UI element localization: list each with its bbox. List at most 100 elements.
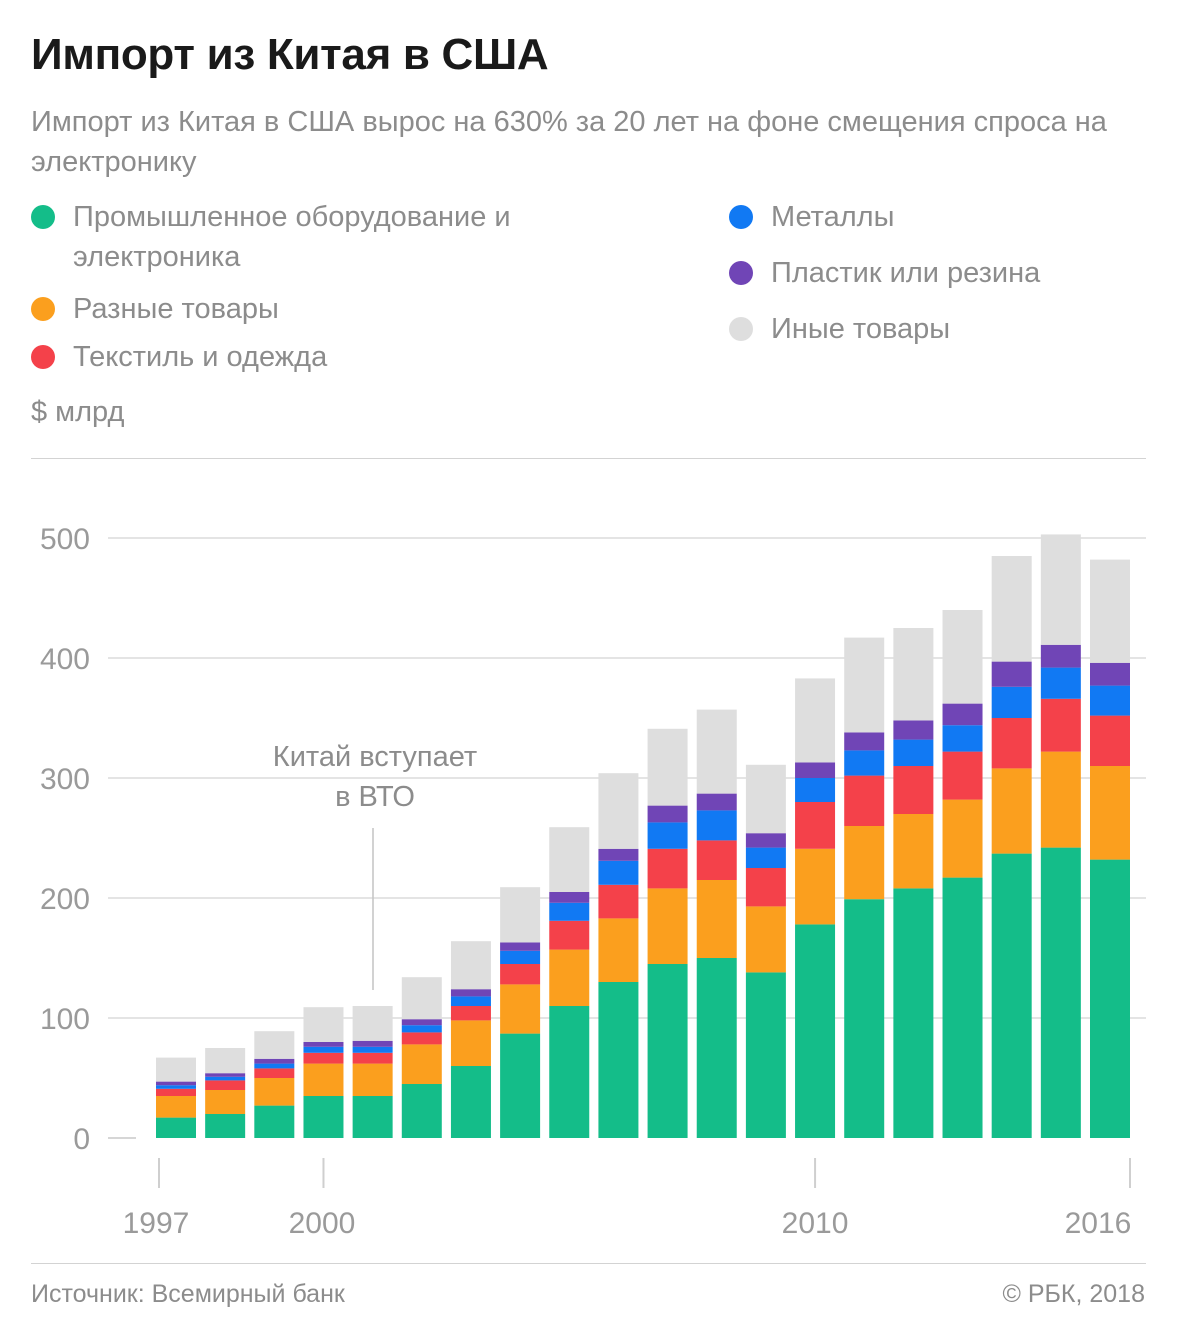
bar-segment-1998-s5 (205, 1048, 246, 1074)
bar-segment-2015-s2 (1040, 698, 1081, 752)
bar-segment-2010-s4 (795, 762, 836, 778)
legend-label-misc: Разные товары (73, 293, 279, 325)
bar-2014 (991, 556, 1032, 1138)
bar-segment-2015-s1 (1040, 751, 1081, 848)
bar-segment-2006-s0 (598, 982, 639, 1138)
bar-segment-2000-s1 (303, 1063, 344, 1096)
bar-segment-2016-s2 (1090, 715, 1130, 766)
legend-dot-machinery (31, 205, 55, 229)
wto-annotation: Китай вступает в ВТО (273, 741, 477, 990)
bar-2002 (401, 977, 442, 1138)
bar-segment-2011-s0 (844, 899, 885, 1138)
legend-label-other: Иные товары (771, 313, 951, 345)
legend-item-textile: Текстиль и одежда (31, 337, 327, 377)
bar-2012 (893, 628, 934, 1138)
bar-segment-2012-s2 (893, 766, 934, 814)
bar-segment-1999-s5 (254, 1031, 295, 1059)
bar-segment-1997-s4 (156, 1081, 196, 1086)
bar-segment-2009-s4 (745, 833, 786, 848)
bar-segment-2001-s1 (352, 1063, 393, 1096)
bar-segment-1998-s4 (205, 1073, 246, 1077)
bar-segment-2008-s0 (696, 958, 737, 1138)
bar-segment-2002-s2 (401, 1032, 442, 1045)
y-tick-label-100: 100 (40, 1003, 90, 1036)
bar-segment-2012-s4 (893, 720, 934, 740)
bar-1998 (205, 1048, 246, 1138)
bar-segment-2002-s5 (401, 977, 442, 1020)
bar-segment-2005-s1 (549, 949, 590, 1006)
bar-segment-2007-s2 (647, 848, 688, 889)
bar-segment-1997-s5 (156, 1057, 196, 1082)
bar-segment-1998-s1 (205, 1090, 246, 1114)
bar-segment-2008-s1 (696, 880, 737, 958)
legend-dot-misc (31, 297, 55, 321)
annotation-line1: Китай вступает (273, 741, 477, 773)
bar-segment-1999-s4 (254, 1058, 295, 1064)
bar-segment-2007-s4 (647, 805, 688, 823)
legend-label-plastic: Пластик или резина (771, 257, 1041, 289)
bar-segment-2001-s0 (352, 1096, 393, 1138)
bar-segment-2005-s4 (549, 892, 590, 903)
bar-segment-2003-s3 (450, 996, 491, 1006)
bar-segment-1999-s1 (254, 1078, 295, 1106)
bar-segment-2007-s3 (647, 822, 688, 849)
bar-segment-2014-s2 (991, 718, 1032, 769)
bar-segment-2010-s5 (795, 678, 836, 763)
bar-segment-2009-s0 (745, 972, 786, 1138)
bar-segment-1999-s2 (254, 1068, 295, 1078)
bar-segment-2004-s4 (500, 942, 541, 951)
bar-segment-2011-s2 (844, 775, 885, 826)
bar-segment-2001-s5 (352, 1006, 393, 1041)
bar-segment-2009-s2 (745, 868, 786, 907)
bar-segment-1997-s3 (156, 1085, 196, 1089)
bar-segment-2015-s4 (1040, 644, 1081, 668)
legend-dot-metals (729, 205, 753, 229)
bar-segment-2006-s4 (598, 848, 639, 861)
bar-segment-2004-s5 (500, 887, 541, 943)
bar-segment-2014-s4 (991, 661, 1032, 687)
bar-segment-2008-s3 (696, 810, 737, 841)
legend-dot-plastic (729, 261, 753, 285)
bar-segment-2016-s0 (1090, 859, 1130, 1138)
y-tick-label-200: 200 (40, 883, 90, 916)
bar-segment-2004-s2 (500, 964, 541, 985)
bar-1999 (254, 1031, 295, 1138)
bar-segment-2015-s5 (1040, 534, 1081, 645)
bar-segment-2007-s5 (647, 728, 688, 806)
bar-segment-2015-s0 (1040, 847, 1081, 1138)
bar-segment-2001-s4 (352, 1040, 393, 1047)
bar-2008 (696, 709, 737, 1138)
bar-2000 (303, 1007, 344, 1138)
bar-2004 (500, 887, 541, 1138)
bar-segment-2001-s3 (352, 1046, 393, 1053)
x-tick-label-1997: 1997 (123, 1207, 190, 1240)
bar-2001 (352, 1006, 393, 1138)
bar-segment-2011-s1 (844, 826, 885, 900)
bar-segment-2003-s4 (450, 989, 491, 997)
y-axis-labels: 0 100 200 300 400 500 (40, 523, 90, 1156)
legend-item-plastic: Пластик или резина (729, 253, 1041, 293)
chart-title: Импорт из Китая в США (31, 30, 549, 79)
x-axis: 1997 2000 2010 2016 (123, 1158, 1131, 1240)
bar-segment-2008-s4 (696, 793, 737, 811)
bar-segment-2009-s1 (745, 906, 786, 973)
bar-2005 (549, 827, 590, 1138)
bar-segment-2012-s5 (893, 628, 934, 721)
bar-segment-2015-s3 (1040, 667, 1081, 699)
bar-segment-2013-s5 (942, 610, 983, 704)
bar-segment-2009-s3 (745, 847, 786, 868)
bar-segment-2008-s5 (696, 709, 737, 794)
bar-segment-1998-s3 (205, 1076, 246, 1081)
bar-segment-2000-s3 (303, 1046, 344, 1053)
bar-segment-1998-s0 (205, 1114, 246, 1138)
legend-item-metals: Металлы (729, 197, 895, 237)
unit-label: $ млрд (31, 396, 125, 428)
bar-segment-1997-s2 (156, 1088, 196, 1096)
bar-segment-2013-s4 (942, 703, 983, 726)
legend-label-metals: Металлы (771, 201, 895, 233)
bar-segment-2003-s0 (450, 1066, 491, 1138)
y-tick-label-500: 500 (40, 523, 90, 556)
bar-2006 (598, 773, 639, 1138)
bar-segment-2013-s0 (942, 877, 983, 1138)
bar-segment-2016-s5 (1090, 559, 1130, 663)
